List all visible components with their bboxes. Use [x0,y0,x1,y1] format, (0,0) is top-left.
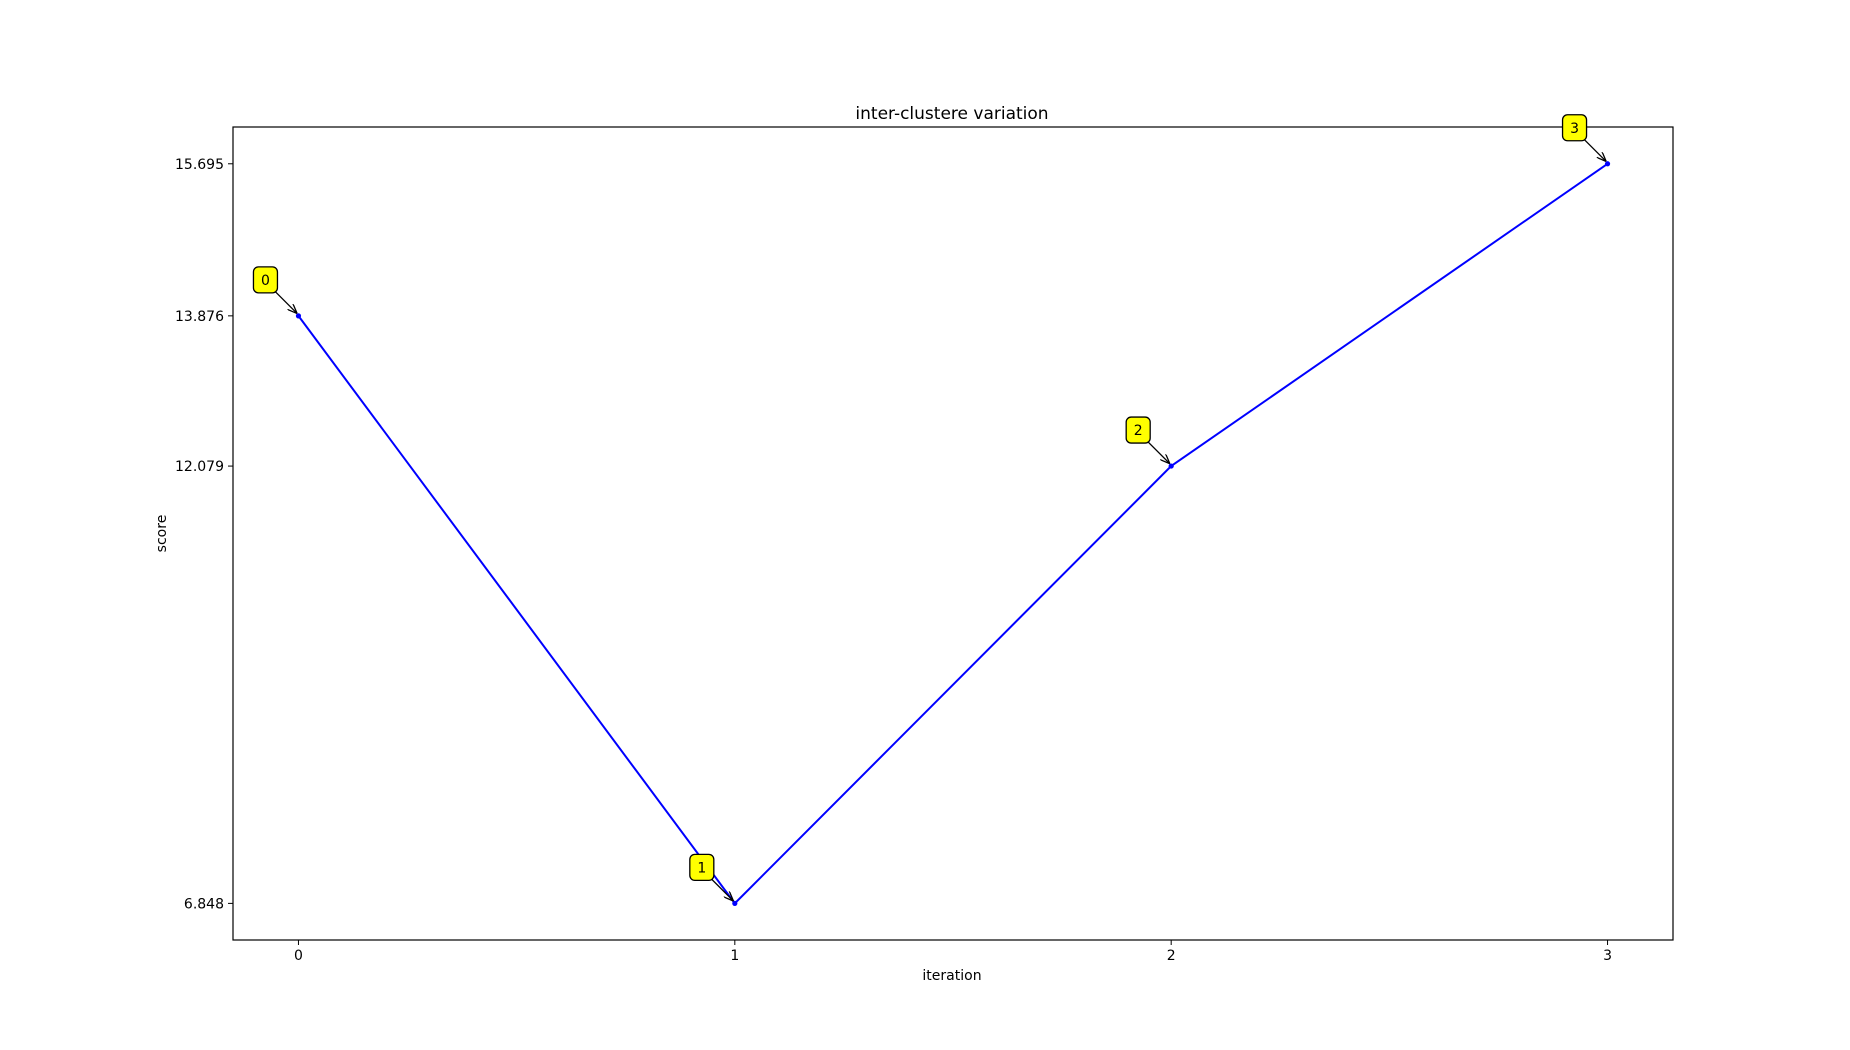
y-tick-label: 13.876 [175,309,224,325]
annotation-label: 3 [1570,121,1579,137]
data-point [1604,161,1611,167]
annotation-arrow [1582,137,1606,161]
annotation-arrow [272,289,296,313]
y-tick-label: 12.079 [175,459,224,475]
annotation-box [689,853,715,882]
plot-area-frame [232,126,1674,941]
annotation-layer: 0 1 2 3 [252,114,1606,901]
y-axis-label: score [154,515,170,553]
annotation-label: 2 [1134,423,1143,439]
chart-title: inter-clustere variation [855,104,1048,124]
y-tick-label: 15.695 [175,157,224,173]
data-point [732,900,738,906]
annotation-arrow [1145,439,1169,463]
annotation-box [252,266,279,294]
annotation: 0 [252,266,296,313]
y-tick-label: 6.848 [184,896,224,912]
annotation-box [1561,114,1588,142]
x-axis-label: iteration [922,968,981,984]
data-point [1168,463,1174,469]
series-layer [295,161,1611,906]
x-tick-label: 2 [1167,948,1176,964]
x-tick-label: 0 [294,948,303,964]
y-axis: 6.848 12.079 13.876 15.695 [175,157,233,912]
x-tick-label: 3 [1603,948,1612,964]
annotation-box [1125,416,1151,444]
annotation: 2 [1125,416,1169,463]
annotation-label: 0 [261,273,270,289]
annotation-label: 1 [697,860,706,876]
annotation: 1 [689,853,733,900]
annotation-arrow [709,876,733,900]
data-point [295,313,302,319]
annotation: 3 [1561,114,1606,161]
x-tick-label: 1 [730,948,739,964]
x-axis: 0 1 2 3 [294,940,1612,964]
series-line [297,162,1609,905]
